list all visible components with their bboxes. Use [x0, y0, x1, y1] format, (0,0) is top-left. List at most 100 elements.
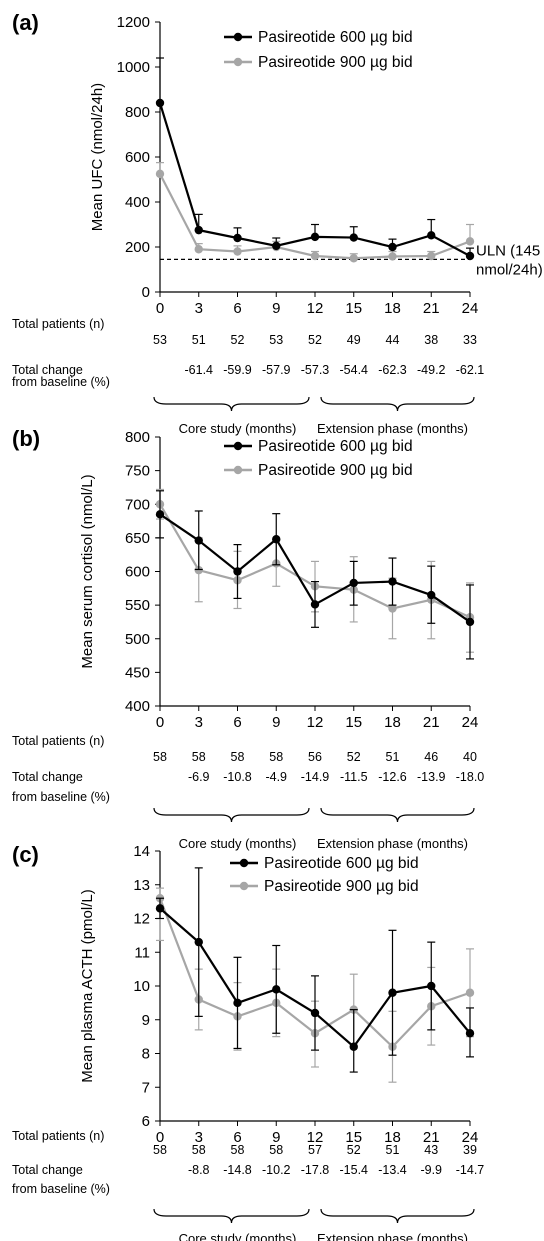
data-point	[233, 567, 242, 576]
legend-entry: Pasireotide 900 µg bid	[258, 54, 413, 71]
y-axis-label: Mean serum cortisol (nmol/L)	[79, 474, 96, 668]
data-point	[233, 233, 242, 243]
data-point	[388, 577, 397, 586]
total-change-value: -14.8	[223, 1163, 252, 1177]
uln-label: ULN (145	[476, 242, 540, 259]
y-tick-label: 700	[125, 496, 150, 513]
x-tick-label: 24	[462, 1129, 479, 1146]
x-tick-label: 0	[156, 714, 164, 731]
core-study-label: Core study (months)	[179, 421, 297, 436]
x-tick-label: 12	[307, 714, 324, 731]
total-patients-value: 52	[347, 1143, 361, 1157]
data-point	[194, 225, 203, 235]
x-tick-label: 15	[345, 1129, 362, 1146]
legend-entry: Pasireotide 600 µg bid	[258, 29, 413, 46]
total-change-value: -57.9	[262, 363, 291, 377]
data-point	[388, 604, 397, 613]
series-line	[159, 173, 471, 260]
total-patients-label: Total patients (n)	[12, 1129, 104, 1143]
x-tick-label: 6	[233, 300, 241, 317]
total-patients-value: 57	[308, 1143, 322, 1157]
y-tick-label: 7	[142, 1079, 150, 1096]
total-change-value: -61.4	[185, 363, 214, 377]
data-point	[427, 981, 436, 991]
uln-label-unit: nmol/24h)	[476, 261, 543, 278]
total-patients-value: 52	[347, 750, 361, 764]
total-change-value: -54.4	[340, 363, 369, 377]
panel-b-chart: (b)Mean serum cortisol (nmol/L)400450500…	[12, 426, 484, 851]
series-600	[155, 57, 475, 261]
total-change-value: -17.8	[301, 1163, 330, 1177]
total-change-value: -12.6	[378, 770, 407, 784]
total-change-value: -15.4	[340, 1163, 369, 1177]
data-point	[388, 252, 397, 261]
data-point	[194, 937, 203, 947]
legend-swatch-marker	[233, 465, 243, 475]
x-tick-label: 9	[272, 714, 280, 731]
total-change-value: -8.8	[188, 1163, 210, 1177]
data-point	[349, 578, 358, 588]
series-600	[155, 867, 475, 1073]
total-patients-value: 40	[463, 750, 477, 764]
total-patients-value: 53	[269, 333, 283, 347]
total-change-value: -6.9	[188, 770, 210, 784]
data-point	[310, 232, 320, 242]
y-tick-label: 500	[125, 631, 150, 648]
data-point	[310, 1008, 320, 1018]
y-axis-label: Mean UFC (nmol/24h)	[89, 83, 106, 231]
legend-entry: Pasireotide 900 µg bid	[258, 462, 413, 479]
x-tick-label: 15	[345, 714, 362, 731]
core-study-brace	[153, 1208, 310, 1224]
y-tick-label: 10	[133, 978, 150, 995]
total-patients-value: 51	[386, 1143, 400, 1157]
extension-phase-label: Extension phase (months)	[317, 836, 468, 851]
y-tick-label: 750	[125, 463, 150, 480]
data-point	[233, 998, 242, 1008]
y-tick-label: 13	[133, 877, 150, 894]
x-tick-label: 24	[462, 714, 479, 731]
total-patients-value: 58	[269, 1143, 283, 1157]
total-change-label: Total change	[12, 1163, 83, 1177]
y-tick-label: 800	[125, 104, 150, 121]
data-point	[310, 600, 320, 609]
total-patients-value: 52	[231, 333, 245, 347]
extension-phase-brace	[320, 396, 475, 412]
core-study-brace	[153, 807, 310, 823]
x-tick-label: 3	[195, 714, 203, 731]
data-point	[272, 241, 281, 251]
y-tick-label: 0	[142, 284, 150, 301]
y-axis-label: Mean plasma ACTH (pmol/L)	[79, 889, 96, 1082]
panel-a-chart: (a) Mean UFC (nmol/24h) 0 200 400 600 800 1000 1…	[12, 10, 543, 436]
y-tick-label: 12	[133, 911, 150, 928]
x-tick-label: 12	[307, 300, 324, 317]
data-point	[272, 535, 281, 544]
core-study-brace	[153, 396, 310, 412]
data-point	[427, 231, 436, 240]
y-tick-label: 1000	[117, 59, 150, 76]
total-change-label-2: from baseline (%)	[12, 375, 110, 389]
total-patients-value: 51	[192, 333, 206, 347]
total-patients-value: 52	[308, 333, 322, 347]
y-tick-label: 200	[125, 239, 150, 256]
data-point	[194, 245, 203, 254]
data-point	[465, 617, 475, 627]
total-patients-value: 43	[424, 1143, 438, 1157]
data-point	[194, 536, 203, 545]
x-tick-label: 18	[384, 714, 401, 731]
total-patients-value: 58	[153, 750, 167, 764]
total-patients-value: 44	[386, 333, 400, 347]
y-tick-label: 11	[134, 944, 150, 961]
x-tick-label: 3	[195, 1129, 203, 1146]
extension-phase-label: Extension phase (months)	[317, 1231, 468, 1241]
total-change-value: -14.9	[301, 770, 330, 784]
y-tick-label: 600	[125, 564, 150, 581]
data-point	[349, 1042, 358, 1051]
y-tick-label: 600	[125, 149, 150, 166]
total-change-value: -62.3	[378, 363, 407, 377]
data-point	[310, 251, 320, 261]
total-patients-value: 58	[192, 750, 206, 764]
y-tick-label: 550	[125, 597, 150, 614]
data-point	[349, 254, 358, 263]
legend-swatch-marker	[239, 858, 249, 868]
